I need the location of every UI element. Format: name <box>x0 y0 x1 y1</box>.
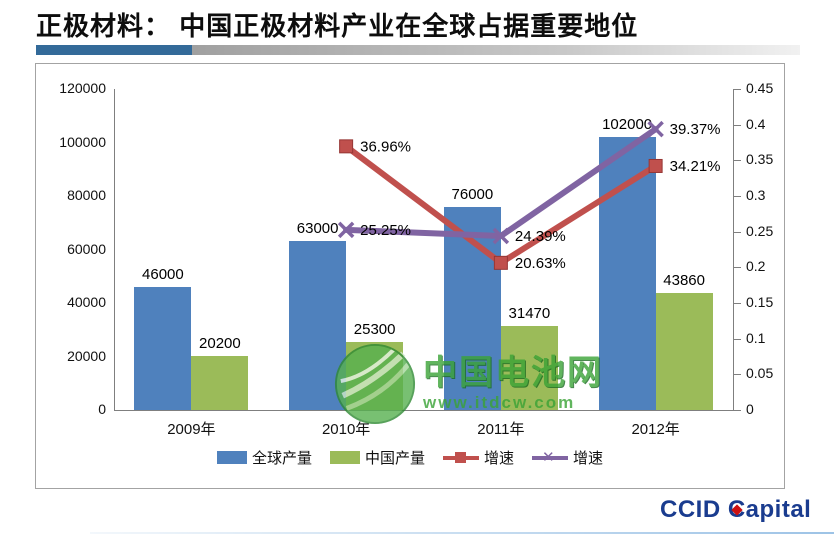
y-axis-label-left: 100000 <box>59 133 106 150</box>
y-axis-label-left: 0 <box>98 401 106 417</box>
ccid-capital-logo: CCID Capital <box>660 496 811 524</box>
growth-point-label: 39.37% <box>670 121 721 138</box>
bar-value-label: 25300 <box>353 321 396 339</box>
legend-item: 增速 <box>443 447 514 468</box>
legend-item: 中国产量 <box>329 447 425 468</box>
y-axis-label-left: 40000 <box>67 294 106 310</box>
legend-x-marker-icon: ✕ <box>542 449 555 466</box>
growth-point-label: 20.63% <box>515 255 566 272</box>
y-axis-label-right: 0.35 <box>746 151 774 168</box>
y-axis-label-right: 0.45 <box>746 80 774 96</box>
x-axis-line <box>114 410 734 411</box>
growth-point-label: 25.25% <box>360 222 411 239</box>
legend-bar-swatch-icon <box>216 451 247 464</box>
y-axis-label-right: 0.4 <box>746 115 766 132</box>
y-axis-right-line <box>733 89 734 410</box>
y-axis-tick-right <box>733 160 741 162</box>
bar-value-label: 20200 <box>199 334 241 352</box>
y-axis-label-right: 0.1 <box>746 329 766 346</box>
growth-point-label: 24.39% <box>515 228 566 245</box>
title-underline <box>36 45 800 55</box>
growth-point-label: 36.96% <box>360 138 411 155</box>
y-axis-label-right: 0.25 <box>746 222 774 239</box>
title-underline-accent <box>36 45 192 55</box>
legend: 全球产量 中国产量 增速 ✕ 增速 <box>36 447 784 468</box>
y-axis-label-right: 0.3 <box>746 187 766 203</box>
legend-label: 增速 <box>573 450 604 467</box>
legend-item: 全球产量 <box>216 447 312 468</box>
legend-bar-swatch-icon <box>329 451 360 464</box>
square-marker-icon <box>339 139 354 154</box>
legend-line-square-swatch-icon <box>443 450 479 465</box>
footer-divider <box>90 532 834 534</box>
bar-value-label: 63000 <box>296 220 339 238</box>
growth-lines-layer: 36.96% 20.63% 34.21% 25.25% 24.39% 39.37% <box>337 120 721 272</box>
legend-line-x-swatch-icon: ✕ <box>532 449 569 466</box>
y-axis-label-right: 0.05 <box>746 365 774 382</box>
x-axis-label: 2009年 <box>167 421 216 438</box>
bar-value-label: 31470 <box>508 304 551 322</box>
legend-line-icon <box>532 456 569 460</box>
y-axis-tick-right <box>733 374 741 376</box>
legend-label: 增速 <box>484 450 515 467</box>
y-axis-tick-right <box>733 338 741 340</box>
page-title: 正极材料： 中国正极材料产业在全球占据重要地位 <box>36 11 639 41</box>
y-axis-label-right: 0 <box>746 401 754 417</box>
y-axis-tick-right <box>733 410 741 411</box>
y-axis-label-left: 20000 <box>67 347 106 364</box>
bar-china <box>191 355 249 410</box>
x-axis-label: 2010年 <box>321 421 371 438</box>
bar-value-label: 46000 <box>142 265 184 283</box>
y-axis-tick-right <box>733 303 741 304</box>
y-axis-label-right: 0.15 <box>746 294 774 310</box>
bar-value-label: 43860 <box>663 271 705 289</box>
growth-point-label: 34.21% <box>670 158 721 175</box>
x-axis-label: 2012年 <box>631 421 680 438</box>
y-axis-tick-right <box>733 196 741 197</box>
legend-label: 中国产量 <box>364 450 425 467</box>
legend-square-marker-icon <box>455 452 466 463</box>
y-axis-tick-right <box>733 267 741 269</box>
square-marker-icon <box>493 255 508 270</box>
bar-value-label: 76000 <box>451 185 494 203</box>
bar-china <box>655 292 713 410</box>
bar-global <box>134 286 192 410</box>
bar-value-label: 102000 <box>602 116 653 134</box>
y-axis-tick-right <box>733 231 741 233</box>
chart-box: 全球产量 中国产量 增速 ✕ 增速 120000 100000 80000 60000 4000… <box>35 63 785 489</box>
x-marker-icon <box>647 120 664 138</box>
legend-item: ✕ 增速 <box>532 447 603 468</box>
y-axis-label-left: 60000 <box>67 240 106 257</box>
y-axis-label-right: 0.2 <box>746 258 766 275</box>
y-axis-left-line <box>114 89 115 410</box>
y-axis-label-left: 80000 <box>67 187 106 203</box>
square-marker-icon <box>648 158 663 173</box>
bar-china <box>500 325 558 410</box>
y-axis-tick-right <box>733 124 741 126</box>
x-axis-label: 2011年 <box>477 421 525 438</box>
y-axis-label-left: 120000 <box>59 80 106 96</box>
x-marker-icon <box>337 221 355 239</box>
x-marker-icon <box>492 227 510 245</box>
y-axis-tick-right <box>733 89 741 90</box>
legend-label: 全球产量 <box>251 450 312 467</box>
